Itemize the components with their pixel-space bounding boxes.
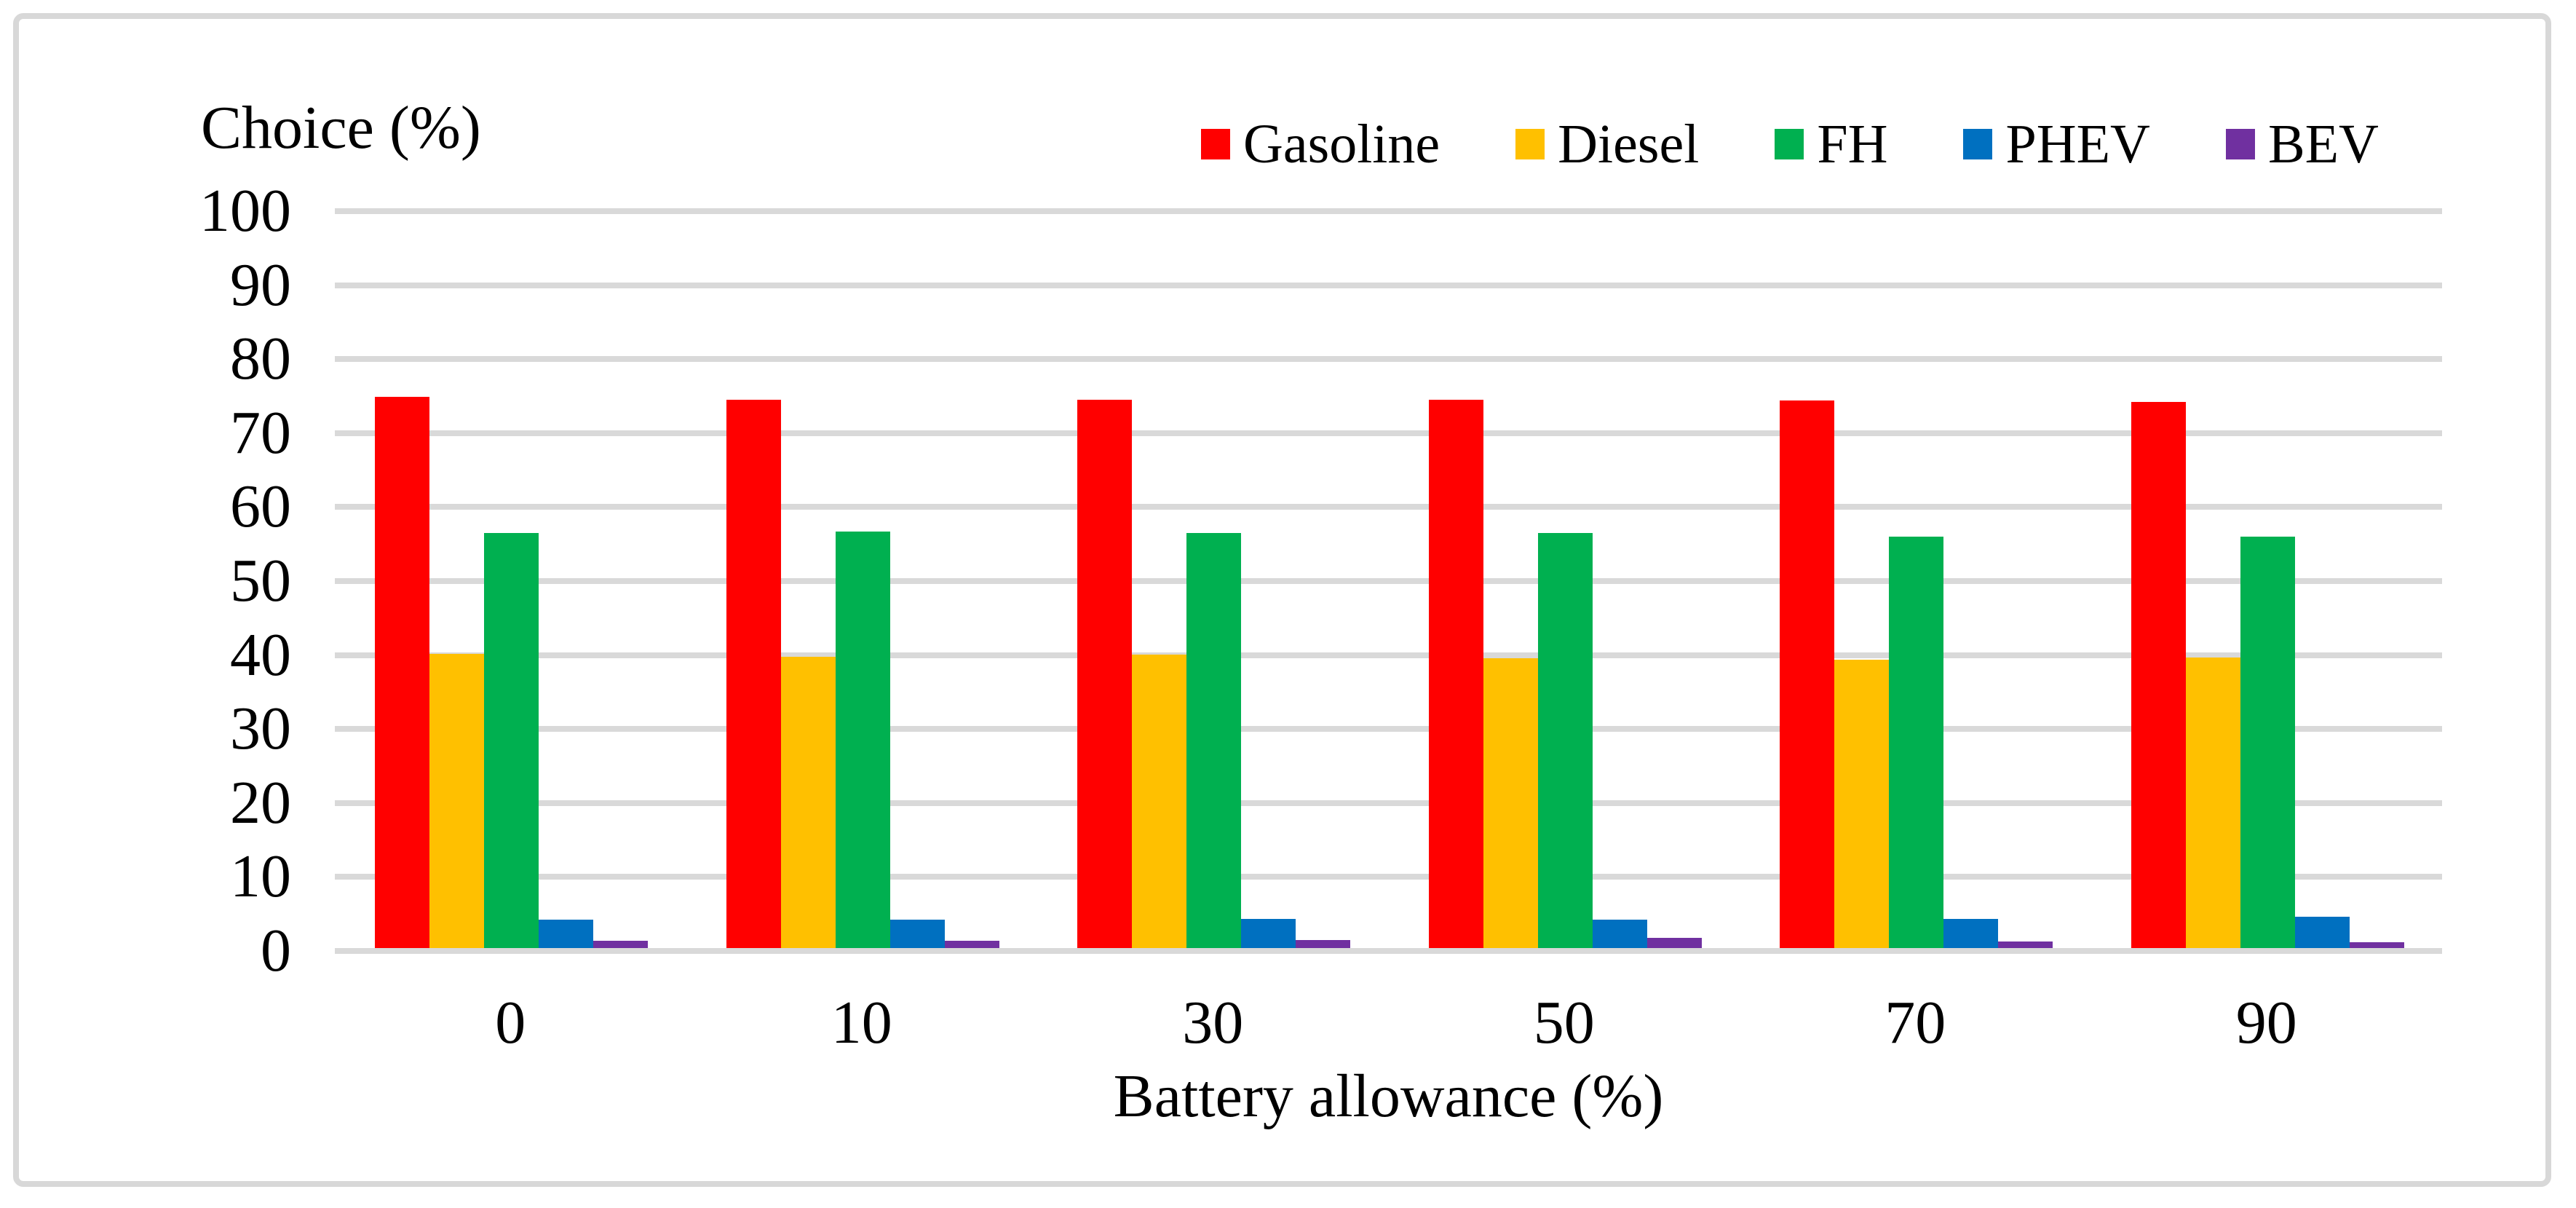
gridline-20	[335, 800, 2442, 806]
gridline-70	[335, 430, 2442, 436]
bar-phev-x10	[889, 920, 945, 948]
legend-label-phev: PHEV	[2005, 114, 2150, 175]
bar-gasoline-x70	[1780, 400, 1834, 948]
chart-legend: Gasoline Diesel FH PHEV BEV	[1201, 115, 2379, 173]
bar-bev-x10	[944, 940, 999, 948]
legend-swatch-diesel	[1515, 129, 1545, 159]
gridline-40	[335, 652, 2442, 658]
bar-gasoline-x30	[1077, 400, 1132, 948]
y-tick-label-30: 30	[230, 695, 291, 763]
gridline-90	[335, 282, 2442, 288]
x-tick-label-90: 90	[2235, 989, 2297, 1057]
x-tick-label-50: 50	[1533, 989, 1595, 1057]
legend-label-bev: BEV	[2267, 114, 2379, 175]
y-tick-label-40: 40	[230, 620, 291, 689]
legend-item-bev: BEV	[2225, 114, 2379, 175]
bar-fh-x30	[1186, 533, 1241, 948]
bar-diesel-x50	[1483, 658, 1538, 948]
gridline-30	[335, 726, 2442, 733]
y-axis-title: Choice (%)	[201, 94, 481, 162]
plot-area	[335, 208, 2442, 954]
bar-bev-x90	[2349, 941, 2404, 948]
bar-gasoline-x90	[2131, 402, 2186, 948]
legend-swatch-phev	[1963, 129, 1993, 159]
x-tick-label-0: 0	[495, 989, 526, 1057]
gridline-100	[335, 208, 2442, 214]
legend-item-phev: PHEV	[1963, 114, 2150, 175]
bar-bev-x50	[1646, 937, 1702, 948]
bar-fh-x0	[484, 533, 539, 948]
legend-item-diesel: Diesel	[1515, 115, 1699, 173]
bar-phev-x30	[1241, 919, 1296, 948]
bar-gasoline-x0	[375, 397, 429, 948]
bar-phev-x0	[539, 920, 593, 948]
bar-diesel-x70	[1834, 659, 1889, 948]
bar-phev-x90	[2294, 917, 2350, 948]
x-tick-label-30: 30	[1182, 989, 1244, 1057]
legend-item-gasoline: Gasoline	[1201, 115, 1440, 173]
bar-fh-x70	[1889, 537, 1943, 948]
bar-diesel-x0	[429, 653, 484, 948]
bar-fh-x10	[835, 532, 890, 948]
bar-gasoline-x10	[726, 400, 781, 948]
legend-label-fh: FH	[1817, 114, 1888, 175]
x-axis-line	[335, 948, 2442, 954]
x-tick-label-70: 70	[1885, 989, 1946, 1057]
bar-phev-x50	[1592, 920, 1647, 948]
y-tick-label-50: 50	[230, 547, 291, 615]
y-tick-label-10: 10	[230, 842, 291, 911]
y-tick-label-0: 0	[261, 917, 291, 984]
y-tick-label-70: 70	[230, 398, 291, 467]
bar-diesel-x10	[780, 656, 836, 948]
gridline-50	[335, 578, 2442, 584]
gridline-60	[335, 504, 2442, 510]
bar-fh-x90	[2240, 537, 2295, 948]
y-tick-label-80: 80	[230, 325, 291, 393]
legend-swatch-bev	[2225, 129, 2255, 159]
legend-label-gasoline: Gasoline	[1243, 114, 1440, 175]
legend-label-diesel: Diesel	[1558, 114, 1700, 175]
y-tick-label-60: 60	[230, 473, 291, 541]
x-axis-title: Battery allowance (%)	[1113, 1062, 1664, 1130]
legend-item-fh: FH	[1775, 115, 1887, 173]
bar-bev-x0	[593, 940, 648, 948]
x-tick-label-10: 10	[831, 989, 892, 1057]
bar-diesel-x90	[2185, 657, 2240, 948]
y-tick-label-100: 100	[199, 177, 291, 245]
gridline-10	[335, 874, 2442, 880]
bar-bev-x70	[1998, 941, 2053, 948]
legend-swatch-gasoline	[1201, 129, 1230, 159]
y-tick-label-20: 20	[230, 768, 291, 837]
bar-gasoline-x50	[1428, 400, 1483, 948]
bar-phev-x70	[1943, 919, 1998, 948]
gridline-80	[335, 356, 2442, 363]
legend-swatch-fh	[1775, 129, 1804, 159]
bar-diesel-x30	[1132, 654, 1186, 948]
bar-fh-x50	[1537, 533, 1593, 948]
y-tick-label-90: 90	[230, 250, 291, 319]
bar-bev-x30	[1296, 939, 1350, 948]
